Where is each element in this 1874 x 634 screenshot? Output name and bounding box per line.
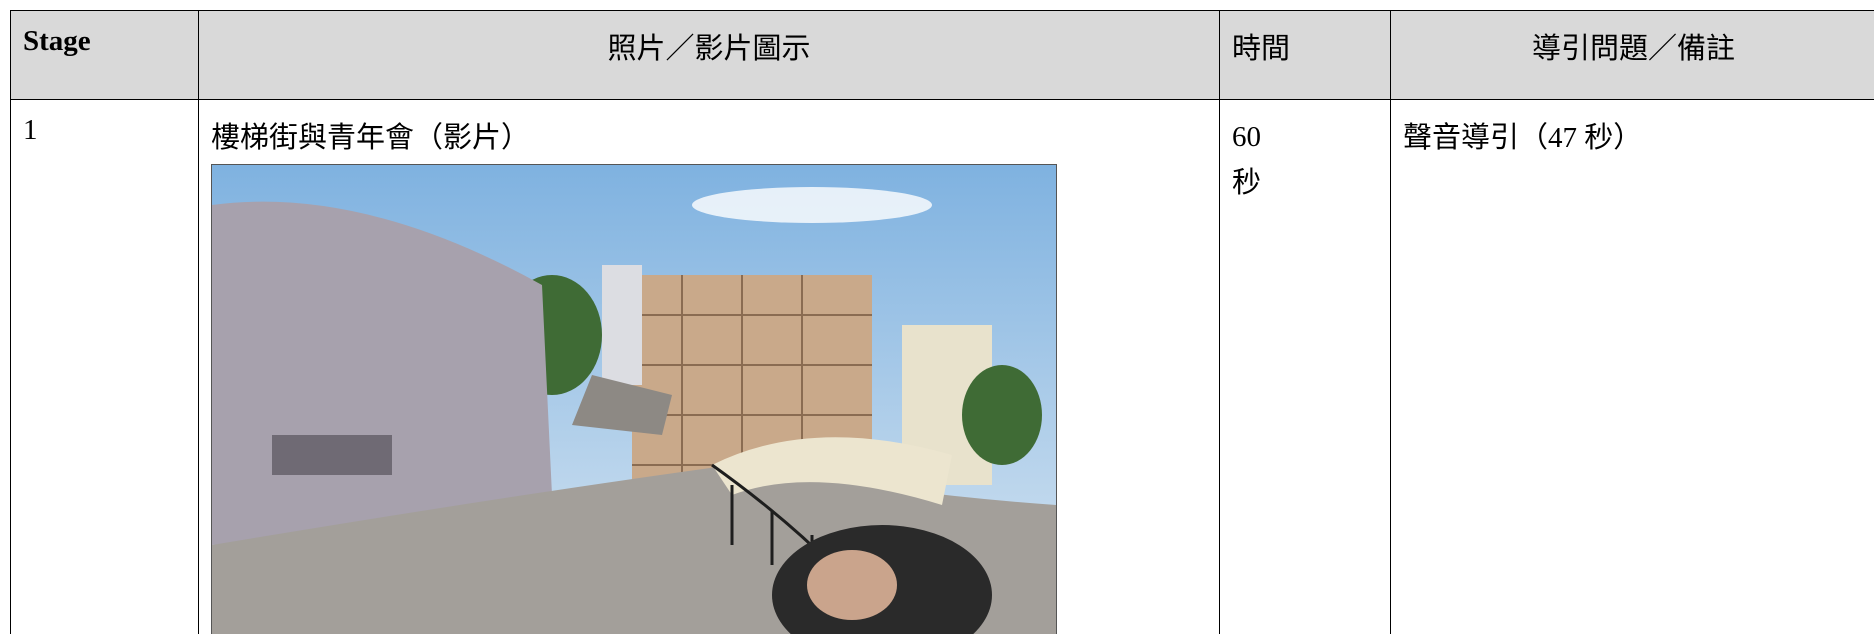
cell: 聲音導引（47 秒） — [1390, 99, 1874, 634]
body-row: 1 樓梯街與青年會（影片） — [10, 99, 1874, 634]
header-cell: 照片／影片圖示 — [198, 10, 1220, 100]
cell: 1 — [10, 99, 199, 634]
cell: 60 秒 — [1219, 99, 1391, 634]
header-cell: 時間 — [1219, 10, 1391, 100]
header-row: Stage 照片／影片圖示 時間 導引問題／備註 — [10, 10, 1874, 100]
cell: 樓梯街與青年會（影片） — [198, 99, 1220, 634]
stage-table: Stage 照片／影片圖示 時間 導引問題／備註 1 樓梯街與青年會（影片） — [10, 10, 1874, 634]
duration: 60 秒 — [1232, 121, 1262, 200]
header-cell: 導引問題／備註 — [1390, 10, 1874, 100]
stage-number: 1 — [23, 114, 38, 146]
video-thumbnail — [211, 164, 1057, 634]
note: 聲音導引（47 秒） — [1403, 122, 1643, 154]
header-cell: Stage — [10, 10, 199, 100]
media-caption: 樓梯街與青年會（影片） — [211, 122, 531, 154]
